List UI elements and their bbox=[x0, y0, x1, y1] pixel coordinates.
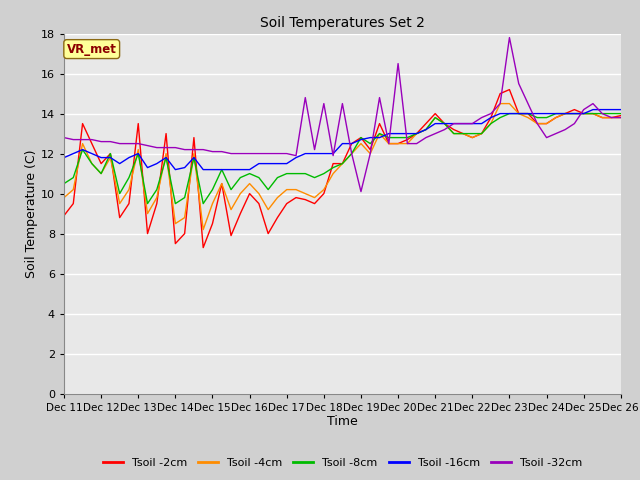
Tsoil -16cm bbox=[552, 111, 559, 117]
Tsoil -8cm bbox=[561, 111, 569, 117]
Tsoil -32cm bbox=[255, 151, 263, 156]
Tsoil -32cm bbox=[561, 127, 569, 132]
Tsoil -4cm bbox=[497, 101, 504, 107]
Tsoil -16cm bbox=[200, 167, 207, 172]
Tsoil -16cm bbox=[264, 161, 272, 167]
Tsoil -2cm bbox=[264, 231, 272, 237]
Tsoil -4cm bbox=[403, 141, 411, 146]
Tsoil -2cm bbox=[190, 135, 198, 141]
Tsoil -4cm bbox=[200, 227, 207, 232]
Line: Tsoil -4cm: Tsoil -4cm bbox=[64, 104, 621, 229]
Y-axis label: Soil Temperature (C): Soil Temperature (C) bbox=[25, 149, 38, 278]
Title: Soil Temperatures Set 2: Soil Temperatures Set 2 bbox=[260, 16, 425, 30]
Tsoil -8cm bbox=[264, 187, 272, 192]
Tsoil -4cm bbox=[60, 195, 68, 201]
Tsoil -4cm bbox=[264, 207, 272, 213]
Tsoil -32cm bbox=[366, 151, 374, 156]
Tsoil -2cm bbox=[403, 137, 411, 143]
Legend: Tsoil -2cm, Tsoil -4cm, Tsoil -8cm, Tsoil -16cm, Tsoil -32cm: Tsoil -2cm, Tsoil -4cm, Tsoil -8cm, Tsoi… bbox=[99, 453, 586, 472]
Text: VR_met: VR_met bbox=[67, 43, 116, 56]
Tsoil -32cm bbox=[403, 141, 411, 146]
Tsoil -2cm bbox=[617, 113, 625, 119]
Tsoil -32cm bbox=[60, 135, 68, 141]
Tsoil -4cm bbox=[172, 221, 179, 227]
Tsoil -2cm bbox=[172, 240, 179, 247]
Tsoil -8cm bbox=[366, 141, 374, 146]
Tsoil -16cm bbox=[60, 155, 68, 160]
Line: Tsoil -16cm: Tsoil -16cm bbox=[64, 109, 621, 169]
Tsoil -32cm bbox=[172, 144, 179, 150]
Tsoil -2cm bbox=[60, 213, 68, 218]
Tsoil -2cm bbox=[506, 87, 513, 93]
Tsoil -16cm bbox=[589, 107, 596, 112]
X-axis label: Time: Time bbox=[327, 415, 358, 429]
Tsoil -8cm bbox=[60, 180, 68, 186]
Tsoil -8cm bbox=[506, 111, 513, 117]
Tsoil -8cm bbox=[143, 201, 151, 206]
Tsoil -32cm bbox=[617, 115, 625, 120]
Tsoil -16cm bbox=[403, 131, 411, 136]
Tsoil -4cm bbox=[617, 115, 625, 120]
Tsoil -8cm bbox=[180, 195, 188, 201]
Line: Tsoil -32cm: Tsoil -32cm bbox=[64, 37, 621, 192]
Tsoil -8cm bbox=[403, 135, 411, 141]
Tsoil -4cm bbox=[190, 151, 198, 156]
Tsoil -4cm bbox=[366, 151, 374, 156]
Tsoil -16cm bbox=[172, 167, 179, 172]
Tsoil -2cm bbox=[366, 147, 374, 153]
Line: Tsoil -8cm: Tsoil -8cm bbox=[64, 114, 621, 204]
Tsoil -16cm bbox=[617, 107, 625, 112]
Tsoil -32cm bbox=[190, 147, 198, 153]
Tsoil -2cm bbox=[200, 245, 207, 251]
Tsoil -16cm bbox=[180, 165, 188, 170]
Tsoil -16cm bbox=[366, 135, 374, 141]
Tsoil -2cm bbox=[561, 111, 569, 117]
Tsoil -8cm bbox=[200, 201, 207, 206]
Tsoil -4cm bbox=[561, 111, 569, 117]
Tsoil -32cm bbox=[506, 35, 513, 40]
Tsoil -8cm bbox=[617, 111, 625, 117]
Tsoil -32cm bbox=[357, 189, 365, 194]
Line: Tsoil -2cm: Tsoil -2cm bbox=[64, 90, 621, 248]
